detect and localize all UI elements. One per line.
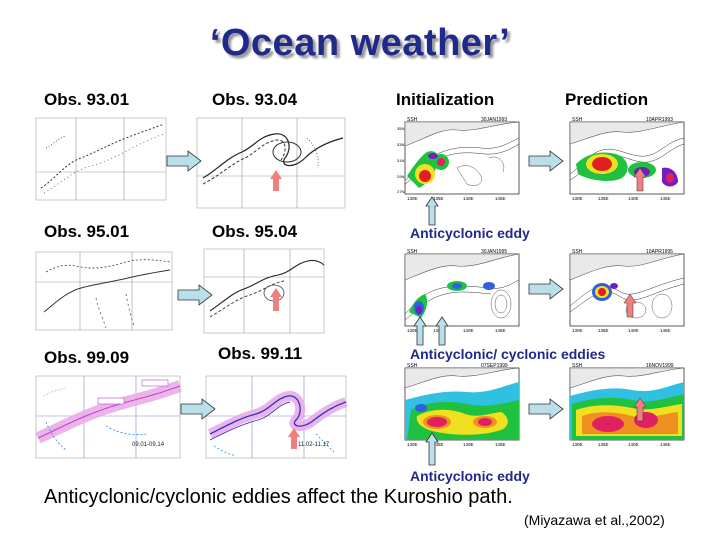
meander-arrow-pred-99 — [633, 397, 647, 422]
lon-tick: 135E — [433, 328, 444, 333]
pred-date-1999: 16NOV1999 — [646, 363, 674, 369]
time-arrow-3a — [180, 398, 216, 420]
lat-tick: 27N — [397, 189, 404, 194]
obs-range-99-09: 09.01-09.14 — [132, 442, 165, 448]
map-label-ssh: SSH — [407, 249, 418, 255]
slide-title: ‘Ocean weather’ — [209, 22, 511, 64]
obs-map-93-04 — [196, 117, 346, 209]
eddy-pointer-up-2b — [435, 316, 449, 346]
obs-label-93-04: Obs. 93.04 — [212, 90, 298, 109]
lon-tick: 140E — [628, 196, 639, 201]
obs-label-95-04: Obs. 95.04 — [212, 222, 298, 241]
pred-date-1993: 10APR1993 — [646, 117, 673, 123]
meander-arrow-pred-93 — [633, 167, 647, 192]
lon-tick: 135E — [598, 196, 609, 201]
lon-tick: 140E — [463, 328, 474, 333]
map-label-ssh: SSH — [572, 117, 583, 123]
note-anticyclonic-eddy-3: Anticyclonic eddy — [410, 468, 530, 484]
lon-tick: 135E — [433, 196, 444, 201]
lon-tick: 145E — [660, 328, 671, 333]
obs-range-99-11: 11.02-11.17 — [298, 442, 330, 448]
lon-tick: 145E — [495, 328, 506, 333]
lon-tick: 135E — [598, 328, 609, 333]
lon-tick: 145E — [495, 196, 506, 201]
eddy-pointer-up-3 — [425, 432, 439, 466]
lat-tick: 29N — [397, 174, 404, 179]
prediction-header: Prediction — [565, 90, 649, 109]
obs-map-95-01 — [35, 251, 173, 331]
lon-tick: 130E — [572, 328, 583, 333]
init-date-1993: 30JAN1993 — [481, 117, 507, 123]
lon-tick: 130E — [572, 196, 583, 201]
eddy-pointer-up-2a — [413, 316, 427, 346]
init-date-1999: 07SEP1999 — [481, 363, 508, 369]
meander-arrow-pred-95 — [623, 293, 637, 318]
init-date-1995: 30JAN1995 — [481, 249, 507, 255]
lon-tick: 140E — [628, 328, 639, 333]
init-map-1999: SSH 07SEP1999 130E 135E 140E 145E — [404, 363, 520, 447]
time-arrow-3b — [528, 398, 564, 420]
time-arrow-1b — [528, 150, 564, 172]
time-arrow-2b — [528, 278, 564, 300]
lon-tick: 140E — [463, 442, 474, 447]
init-map-1993: SSH 30JAN1993 130E 135E 140E 145E 35N 33… — [397, 117, 520, 201]
obs-label-99-11: Obs. 99.11 — [218, 344, 303, 363]
meander-arrow-obs-93 — [270, 170, 282, 191]
lon-tick: 145E — [495, 442, 506, 447]
pred-map-1999: SSH 16NOV1999 130E 135E 140E 145E — [569, 363, 685, 447]
lon-tick: 130E — [572, 442, 583, 447]
lat-tick: 31N — [397, 158, 404, 163]
lon-tick: 135E — [433, 442, 444, 447]
lon-tick: 135E — [598, 442, 609, 447]
map-label-ssh: SSH — [572, 249, 583, 255]
citation: (Miyazawa et al.,2002) — [524, 512, 665, 528]
lon-tick: 145E — [660, 442, 671, 447]
obs-map-99-09: 09.01-09.14 — [35, 375, 182, 459]
pred-map-1993: SSH 10APR1993 130E 135E 140E 145E — [569, 117, 685, 201]
slide-caption: Anticyclonic/cyclonic eddies affect the … — [44, 486, 513, 508]
init-map-1995: SSH 30JAN1995 130E 135E 140E 145E — [404, 249, 520, 333]
obs-label-99-09: Obs. 99.09 — [44, 348, 130, 367]
note-anticyclonic-eddy-1: Anticyclonic eddy — [410, 225, 530, 241]
obs-map-95-04 — [203, 248, 325, 334]
lon-tick: 140E — [463, 196, 474, 201]
lon-tick: 145E — [660, 196, 671, 201]
obs-label-93-01: Obs. 93.01 — [44, 90, 130, 109]
map-label-ssh: SSH — [407, 117, 418, 123]
map-label-ssh: SSH — [572, 363, 583, 369]
initialization-header: Initialization — [396, 90, 495, 109]
meander-arrow-obs-95 — [270, 288, 282, 311]
lon-tick: 130E — [407, 196, 418, 201]
lon-tick: 140E — [628, 442, 639, 447]
lat-tick: 33N — [397, 142, 404, 147]
meander-arrow-obs-99 — [288, 428, 300, 449]
obs-map-93-01 — [35, 117, 167, 201]
note-anticyclonic-cyclonic-eddies: Anticyclonic/ cyclonic eddies — [410, 346, 606, 362]
lon-tick: 130E — [407, 442, 418, 447]
map-label-ssh: SSH — [407, 363, 418, 369]
lat-tick: 35N — [397, 126, 404, 131]
lon-tick: 130E — [407, 328, 418, 333]
time-arrow-1a — [166, 150, 202, 172]
time-arrow-2a — [177, 284, 213, 306]
pred-date-1995: 10APR1995 — [646, 249, 673, 255]
obs-label-95-01: Obs. 95.01 — [44, 222, 130, 241]
pred-map-1995: SSH 10APR1995 130E 135E 140E 145E — [569, 249, 685, 333]
obs-map-99-11: 11.02-11.17 — [205, 375, 348, 459]
eddy-pointer-up-1 — [425, 196, 439, 226]
